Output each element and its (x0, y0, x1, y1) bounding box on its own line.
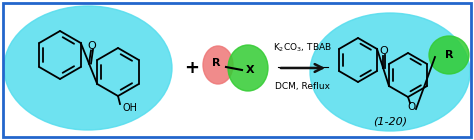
Text: R: R (212, 58, 220, 68)
Text: +: + (184, 59, 200, 77)
Ellipse shape (4, 6, 172, 130)
Ellipse shape (429, 36, 469, 74)
Text: DCM, Reflux: DCM, Reflux (275, 81, 330, 90)
Text: O: O (408, 102, 416, 112)
Text: (1-20): (1-20) (373, 117, 407, 127)
Text: X: X (246, 65, 255, 75)
Ellipse shape (203, 46, 233, 84)
Text: R: R (445, 50, 453, 60)
Text: OH: OH (123, 103, 138, 113)
Ellipse shape (310, 13, 470, 131)
Ellipse shape (228, 45, 268, 91)
Text: O: O (380, 46, 388, 55)
Text: K$_2$CO$_3$, TBAB: K$_2$CO$_3$, TBAB (273, 42, 332, 54)
Text: O: O (88, 40, 96, 51)
